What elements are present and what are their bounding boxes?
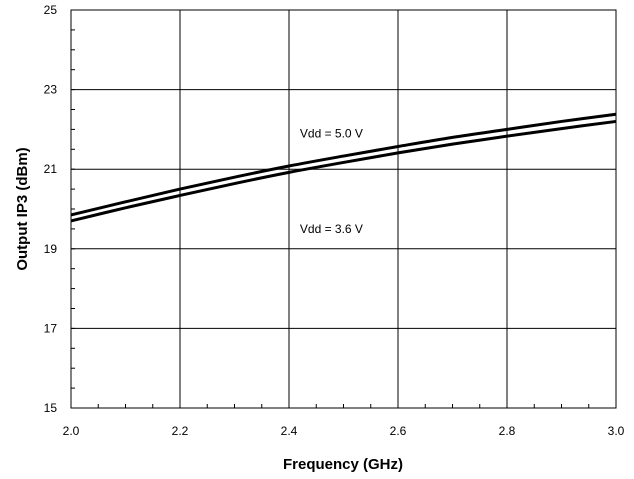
series-line-2 <box>70 119 617 223</box>
y-axis-title: Output IP3 (dBm) <box>14 147 31 270</box>
x-tick-label: 2.2 <box>172 424 189 438</box>
series-annotation-2: Vdd = 3.6 V <box>300 222 363 236</box>
x-axis-title: Frequency (GHz) <box>283 456 403 473</box>
x-tick-label: 3.0 <box>608 424 625 438</box>
y-tick-label: 21 <box>44 162 58 176</box>
x-tick-labels: 2.0 2.2 2.4 2.6 2.8 3.0 <box>63 424 625 438</box>
y-tick-label: 17 <box>44 321 58 335</box>
x-tick-label: 2.8 <box>499 424 516 438</box>
y-tick-label: 25 <box>44 3 58 17</box>
y-tick-labels: 15 17 19 21 23 25 <box>44 3 58 415</box>
plot-frame <box>70 9 617 409</box>
x-tick-label: 2.0 <box>63 424 80 438</box>
y-tick-label: 15 <box>44 401 58 415</box>
series-line-1 <box>70 112 617 217</box>
minor-ticks <box>70 9 617 409</box>
annotations: Vdd = 5.0 V Vdd = 3.6 V <box>300 126 363 236</box>
series-annotation-1: Vdd = 5.0 V <box>300 126 363 140</box>
series-layer <box>70 112 617 223</box>
x-tick-label: 2.6 <box>390 424 407 438</box>
x-tick-label: 2.4 <box>281 424 298 438</box>
y-tick-label: 23 <box>44 83 58 97</box>
y-tick-label: 19 <box>44 242 58 256</box>
grid-lines <box>71 10 616 408</box>
